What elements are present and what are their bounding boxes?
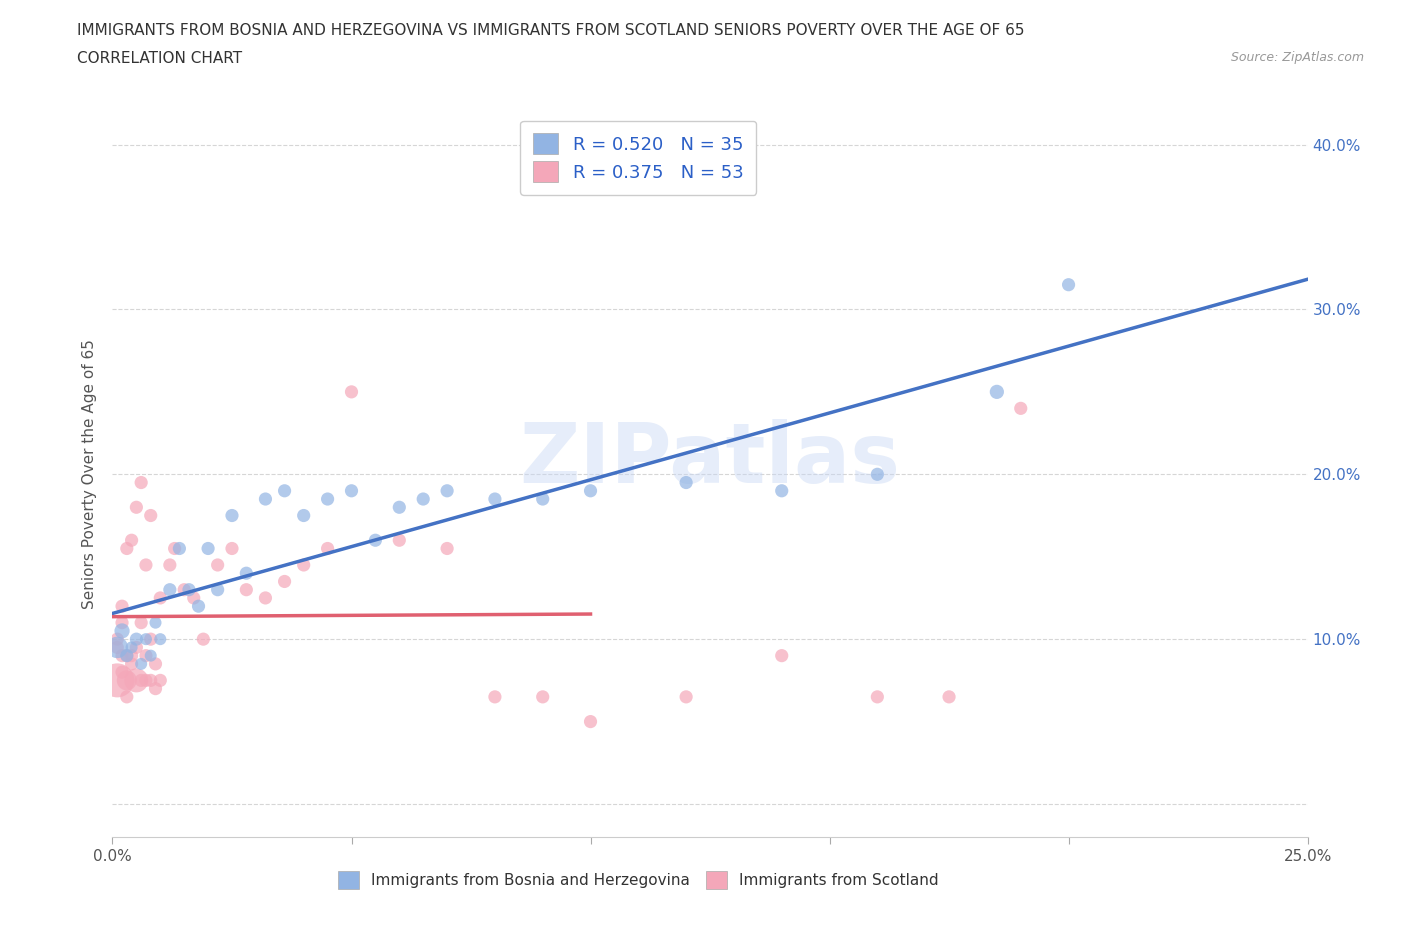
Point — [938, 689, 960, 704]
Point — [139, 631, 162, 646]
Point — [292, 558, 315, 573]
Point — [436, 484, 458, 498]
Point — [149, 591, 172, 605]
Point — [105, 640, 128, 655]
Point — [139, 508, 162, 523]
Point — [121, 648, 143, 663]
Point — [235, 582, 257, 597]
Point — [111, 616, 134, 631]
Point — [111, 665, 134, 680]
Legend: Immigrants from Bosnia and Herzegovina, Immigrants from Scotland: Immigrants from Bosnia and Herzegovina, … — [332, 865, 945, 895]
Point — [125, 640, 148, 655]
Point — [531, 689, 554, 704]
Text: CORRELATION CHART: CORRELATION CHART — [77, 51, 242, 66]
Point — [197, 541, 219, 556]
Point — [364, 533, 387, 548]
Point — [125, 499, 148, 514]
Point — [1057, 277, 1080, 292]
Point — [254, 492, 277, 507]
Point — [129, 616, 152, 631]
Point — [105, 640, 128, 655]
Point — [145, 616, 167, 631]
Point — [121, 533, 143, 548]
Point — [139, 648, 162, 663]
Point — [579, 714, 602, 729]
Point — [292, 508, 315, 523]
Point — [484, 492, 506, 507]
Point — [273, 484, 295, 498]
Point — [149, 631, 172, 646]
Point — [135, 631, 157, 646]
Point — [129, 673, 152, 688]
Point — [986, 384, 1008, 399]
Point — [139, 673, 162, 688]
Point — [388, 533, 411, 548]
Point — [579, 484, 602, 498]
Point — [163, 541, 186, 556]
Point — [159, 582, 181, 597]
Point — [675, 689, 697, 704]
Point — [436, 541, 458, 556]
Point — [340, 484, 363, 498]
Point — [135, 558, 157, 573]
Point — [129, 475, 152, 490]
Text: ZIPatlas: ZIPatlas — [520, 419, 900, 500]
Point — [675, 475, 697, 490]
Point — [173, 582, 195, 597]
Point — [207, 582, 229, 597]
Point — [159, 558, 181, 573]
Point — [187, 599, 209, 614]
Point — [129, 657, 152, 671]
Point — [145, 657, 167, 671]
Point — [484, 689, 506, 704]
Point — [115, 648, 138, 663]
Point — [111, 648, 134, 663]
Point — [135, 648, 157, 663]
Point — [770, 648, 793, 663]
Point — [145, 681, 167, 696]
Point — [111, 623, 134, 638]
Point — [105, 673, 128, 688]
Point — [388, 499, 411, 514]
Point — [125, 631, 148, 646]
Point — [340, 384, 363, 399]
Point — [866, 689, 889, 704]
Point — [770, 484, 793, 498]
Point — [149, 673, 172, 688]
Point — [169, 541, 191, 556]
Point — [115, 689, 138, 704]
Text: IMMIGRANTS FROM BOSNIA AND HERZEGOVINA VS IMMIGRANTS FROM SCOTLAND SENIORS POVER: IMMIGRANTS FROM BOSNIA AND HERZEGOVINA V… — [77, 23, 1025, 38]
Point — [1010, 401, 1032, 416]
Point — [221, 541, 243, 556]
Point — [221, 508, 243, 523]
Point — [177, 582, 200, 597]
Point — [193, 631, 215, 646]
Point — [115, 648, 138, 663]
Point — [121, 640, 143, 655]
Point — [111, 599, 134, 614]
Point — [121, 657, 143, 671]
Point — [105, 631, 128, 646]
Point — [115, 541, 138, 556]
Point — [531, 492, 554, 507]
Point — [183, 591, 205, 605]
Text: Source: ZipAtlas.com: Source: ZipAtlas.com — [1230, 51, 1364, 64]
Y-axis label: Seniors Poverty Over the Age of 65: Seniors Poverty Over the Age of 65 — [82, 339, 97, 609]
Point — [412, 492, 434, 507]
Point — [316, 541, 339, 556]
Point — [866, 467, 889, 482]
Point — [125, 673, 148, 688]
Point — [316, 492, 339, 507]
Point — [135, 673, 157, 688]
Point — [273, 574, 295, 589]
Point — [115, 673, 138, 688]
Point — [207, 558, 229, 573]
Point — [235, 565, 257, 580]
Point — [254, 591, 277, 605]
